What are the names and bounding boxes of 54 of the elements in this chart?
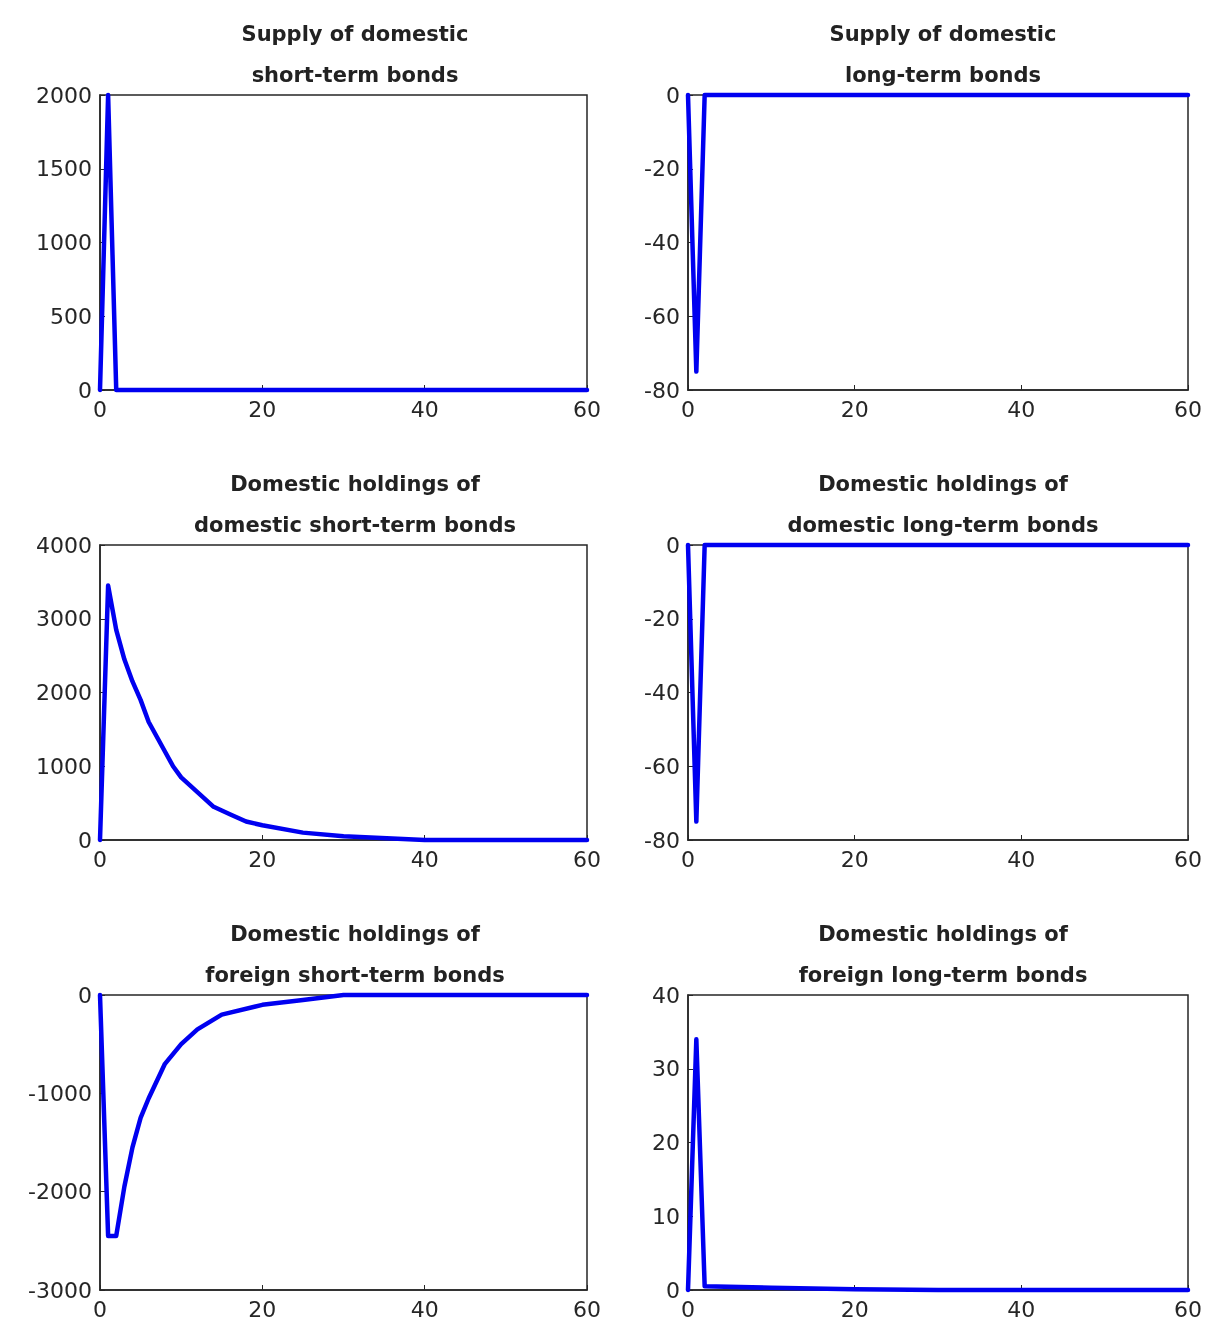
y-tick-label: -60 [644, 753, 680, 779]
y-tick-label: -20 [644, 156, 680, 182]
y-tick-label: 10 [652, 1203, 680, 1229]
y-tick-label: -40 [644, 230, 680, 255]
y-tick-label: 1000 [36, 230, 92, 255]
x-tick-label: 20 [248, 1296, 277, 1322]
y-tick-label: 0 [78, 827, 92, 853]
y-tick-label: 2000 [36, 82, 92, 108]
y-tick-label: 0 [78, 982, 92, 1008]
y-tick-label: 40 [652, 982, 680, 1008]
x-tick-label: 60 [1174, 1296, 1202, 1322]
x-tick-label: 60 [573, 1296, 601, 1322]
chart-title: Supply of domestic short-term bonds [241, 21, 469, 87]
y-tick-label: 0 [666, 1277, 680, 1303]
y-tick-label: 30 [652, 1056, 680, 1082]
chart-title: Domestic holdings of foreign short-term bonds [205, 921, 505, 987]
x-tick-label: 60 [573, 846, 601, 872]
x-tick-label: 20 [248, 396, 277, 422]
x-tick-label: 40 [1007, 1296, 1036, 1322]
y-tick-label: 0 [666, 82, 680, 108]
y-tick-label: 0 [78, 377, 92, 403]
chart-title: Domestic holdings of domestic short-term bonds [194, 471, 516, 537]
y-tick-label: -40 [644, 680, 680, 705]
x-tick-label: 60 [1174, 846, 1202, 872]
y-tick-label: -3000 [28, 1277, 92, 1303]
line-series [97, 992, 590, 1239]
x-tick-label: 20 [840, 396, 869, 422]
x-tick-label: 40 [1007, 396, 1036, 422]
chart-title: Domestic holdings of foreign long-term bonds [798, 921, 1088, 987]
x-tick-label: 40 [1007, 846, 1036, 872]
y-tick-label: 0 [666, 532, 680, 558]
y-tick-label: 1500 [36, 156, 92, 182]
y-tick-label: 20 [652, 1130, 680, 1155]
x-tick-label: 60 [573, 396, 601, 422]
x-tick-label: 40 [410, 396, 439, 422]
y-tick-label: 3000 [36, 606, 92, 632]
y-tick-label: 500 [50, 303, 92, 329]
y-tick-label: -80 [644, 377, 680, 403]
x-tick-label: 40 [410, 1296, 439, 1322]
chart-title: Domestic holdings of domestic long-term bonds [787, 471, 1099, 537]
x-tick-label: 40 [410, 846, 439, 872]
chart-title: Supply of domestic long-term bonds [829, 21, 1057, 87]
x-tick-label: 60 [1174, 396, 1202, 422]
y-tick-label: -2000 [28, 1179, 92, 1205]
x-tick-label: 20 [840, 1296, 869, 1322]
y-tick-label: -1000 [28, 1080, 92, 1106]
x-tick-label: 20 [840, 846, 869, 872]
y-tick-label: -60 [644, 303, 680, 329]
y-tick-label: -80 [644, 827, 680, 853]
y-tick-label: 1000 [36, 753, 92, 779]
y-tick-label: 4000 [36, 532, 92, 558]
y-tick-label: 2000 [36, 680, 92, 705]
x-tick-label: 20 [248, 846, 277, 872]
y-tick-label: -20 [644, 606, 680, 632]
